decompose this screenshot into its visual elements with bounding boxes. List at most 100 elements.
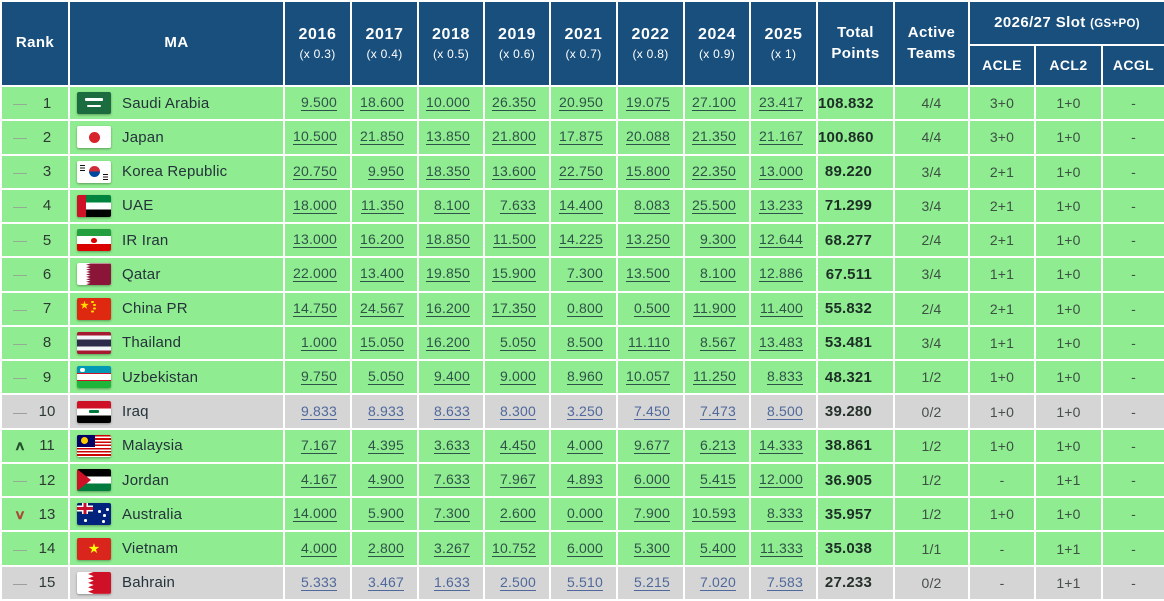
score-link[interactable]: 10.593 [691,505,736,522]
score-link[interactable]: 7.633 [499,196,536,213]
score-link[interactable]: 10.057 [625,368,670,385]
score-link[interactable]: 19.075 [625,94,670,111]
score-link[interactable]: 3.267 [433,539,470,556]
score-link[interactable]: 7.167 [300,436,337,453]
score-link[interactable]: 26.350 [491,94,536,111]
score-link[interactable]: 5.215 [633,573,670,590]
score-link[interactable]: 8.833 [766,368,803,385]
score-link[interactable]: 8.100 [699,265,736,282]
score-link[interactable]: 7.300 [566,265,603,282]
score-link[interactable]: 13.250 [625,231,670,248]
score-link[interactable]: 13.233 [758,196,803,213]
score-link[interactable]: 27.100 [691,94,736,111]
score-link[interactable]: 3.467 [367,573,404,590]
score-link[interactable]: 8.500 [766,402,803,419]
score-link[interactable]: 13.000 [292,231,337,248]
score-link[interactable]: 11.900 [693,299,736,316]
score-link[interactable]: 22.350 [691,162,736,179]
score-link[interactable]: 2.600 [499,505,536,522]
score-link[interactable]: 10.500 [292,128,337,145]
score-link[interactable]: 18.000 [292,196,337,213]
score-link[interactable]: 25.500 [691,196,736,213]
score-link[interactable]: 8.083 [633,196,670,213]
score-link[interactable]: 18.350 [425,162,470,179]
score-link[interactable]: 9.500 [300,94,337,111]
score-link[interactable]: 5.900 [367,505,404,522]
score-link[interactable]: 7.300 [433,505,470,522]
score-link[interactable]: 13.600 [491,162,536,179]
score-link[interactable]: 4.450 [499,436,536,453]
score-link[interactable]: 24.567 [359,299,404,316]
score-link[interactable]: 9.300 [699,231,736,248]
score-link[interactable]: 21.167 [758,128,803,145]
score-link[interactable]: 8.300 [499,402,536,419]
score-link[interactable]: 8.567 [699,333,736,350]
score-link[interactable]: 15.800 [625,162,670,179]
score-link[interactable]: 0.800 [566,299,603,316]
score-link[interactable]: 6.000 [633,471,670,488]
score-link[interactable]: 15.900 [491,265,536,282]
score-link[interactable]: 0.000 [566,505,603,522]
score-link[interactable]: 11.250 [693,368,736,385]
score-link[interactable]: 16.200 [359,231,404,248]
score-link[interactable]: 5.510 [566,573,603,590]
score-link[interactable]: 13.483 [758,333,803,350]
score-link[interactable]: 4.900 [367,471,404,488]
score-link[interactable]: 18.850 [425,231,470,248]
score-link[interactable]: 13.500 [625,265,670,282]
score-link[interactable]: 11.350 [361,196,404,213]
score-link[interactable]: 3.250 [566,402,603,419]
score-link[interactable]: 12.644 [758,231,803,248]
score-link[interactable]: 5.050 [499,333,536,350]
score-link[interactable]: 14.750 [292,299,337,316]
score-link[interactable]: 8.333 [766,505,803,522]
score-link[interactable]: 2.800 [367,539,404,556]
score-link[interactable]: 7.900 [633,505,670,522]
score-link[interactable]: 17.875 [558,128,603,145]
score-link[interactable]: 4.000 [300,539,337,556]
score-link[interactable]: 7.967 [499,471,536,488]
score-link[interactable]: 13.400 [359,265,404,282]
score-link[interactable]: 5.050 [367,368,404,385]
score-link[interactable]: 14.000 [292,505,337,522]
score-link[interactable]: 1.633 [433,573,470,590]
score-link[interactable]: 20.950 [558,94,603,111]
score-link[interactable]: 3.633 [433,436,470,453]
score-link[interactable]: 13.850 [425,128,470,145]
score-link[interactable]: 9.677 [633,436,670,453]
score-link[interactable]: 4.893 [566,471,603,488]
score-link[interactable]: 11.110 [628,333,670,350]
score-link[interactable]: 14.225 [558,231,603,248]
score-link[interactable]: 9.950 [367,162,404,179]
score-link[interactable]: 12.000 [758,471,803,488]
score-link[interactable]: 7.473 [699,402,736,419]
score-link[interactable]: 9.400 [433,368,470,385]
score-link[interactable]: 23.417 [758,94,803,111]
score-link[interactable]: 17.350 [491,299,536,316]
score-link[interactable]: 7.020 [699,573,736,590]
score-link[interactable]: 7.450 [633,402,670,419]
score-link[interactable]: 15.050 [359,333,404,350]
score-link[interactable]: 5.415 [699,471,736,488]
score-link[interactable]: 7.583 [766,573,803,590]
score-link[interactable]: 20.750 [292,162,337,179]
score-link[interactable]: 12.886 [758,265,803,282]
score-link[interactable]: 11.333 [760,539,803,556]
score-link[interactable]: 22.000 [292,265,337,282]
score-link[interactable]: 16.200 [425,333,470,350]
score-link[interactable]: 8.960 [566,368,603,385]
score-link[interactable]: 8.633 [433,402,470,419]
score-link[interactable]: 8.100 [433,196,470,213]
score-link[interactable]: 4.395 [367,436,404,453]
score-link[interactable]: 5.400 [699,539,736,556]
score-link[interactable]: 2.500 [499,573,536,590]
score-link[interactable]: 21.850 [359,128,404,145]
score-link[interactable]: 11.400 [760,299,803,316]
score-link[interactable]: 8.933 [367,402,404,419]
score-link[interactable]: 21.350 [691,128,736,145]
score-link[interactable]: 6.213 [699,436,736,453]
score-link[interactable]: 0.500 [633,299,670,316]
score-link[interactable]: 5.300 [633,539,670,556]
score-link[interactable]: 7.633 [433,471,470,488]
score-link[interactable]: 4.000 [566,436,603,453]
